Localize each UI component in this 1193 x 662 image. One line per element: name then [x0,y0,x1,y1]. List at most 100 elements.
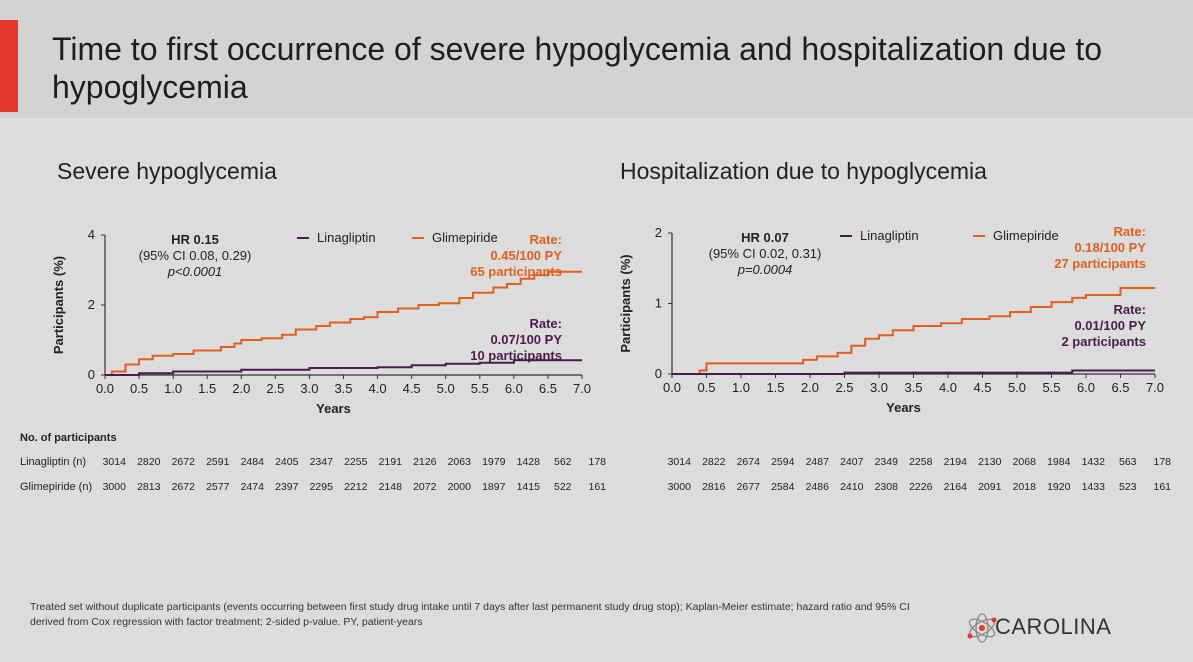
left-rate-glimepiride-line-3: 65 participants [470,264,562,279]
right-y-tick-label-2: 2 [655,225,662,240]
right-glimepiride-count-5: 2410 [840,481,864,493]
right-glimepiride-count-1: 2816 [702,481,726,493]
right-series-linagliptin [672,369,1155,375]
left-linagliptin-count-0: 3014 [102,456,126,468]
right-x-tick-label-1: 0.5 [697,380,715,395]
left-hr-p: p<0.0001 [167,264,223,279]
left-linagliptin-count-14: 178 [588,456,607,468]
left-rate-glimepiride-line-2: 0.45/100 PY [490,248,562,263]
right-linagliptin-count-11: 1984 [1047,456,1071,468]
left-rate-linagliptin-line-2: 0.07/100 PY [490,332,562,347]
left-linagliptin-count-13: 562 [553,456,572,468]
left-linagliptin-count-6: 2347 [309,456,333,468]
right-glimepiride-count-9: 2091 [978,481,1002,493]
right-glimepiride-count-13: 523 [1118,481,1137,493]
right-linagliptin-count-9: 2130 [978,456,1002,468]
right-glimepiride-count-0: 3000 [667,481,691,493]
right-x-tick-label-12: 6.0 [1077,380,1095,395]
left-linagliptin-count-1: 2820 [137,456,161,468]
right-hr-value: HR 0.07 [741,230,789,245]
right-rate-linagliptin-line-3: 2 participants [1061,334,1146,349]
right-linagliptin-count-13: 563 [1118,456,1137,468]
left-linagliptin-count-9: 2126 [413,456,437,468]
right-legend-glimepiride-label: Glimepiride [993,228,1059,243]
right-linagliptin-count-6: 2349 [874,456,898,468]
right-y-tick-label-0: 0 [655,366,662,381]
right-linagliptin-count-3: 2594 [771,456,795,468]
right-glimepiride-count-2: 2677 [736,481,760,493]
left-x-tick-label-7: 3.5 [334,381,352,396]
slide-title: Time to first occurrence of severe hypog… [52,31,1103,105]
left-y-tick-label-0: 0 [88,367,95,382]
left-x-tick-label-3: 1.5 [198,381,216,396]
left-series-linagliptin [105,359,582,376]
right-x-tick-label-10: 5.0 [1008,380,1026,395]
left-hr-value: HR 0.15 [171,232,219,247]
right-x-tick-label-13: 6.5 [1111,380,1129,395]
right-x-tick-label-14: 7.0 [1146,380,1164,395]
left-glimepiride-count-13: 522 [553,481,572,493]
right-series-glimepiride [672,286,1155,375]
right-glimepiride-count-8: 2164 [943,481,967,493]
right-hr-ci: (95% CI 0.02, 0.31) [709,246,822,261]
left-x-axis-label: Years [316,401,351,416]
left-chart-title: Severe hypoglycemia [57,158,277,184]
right-linagliptin-count-14: 178 [1153,456,1172,468]
left-glimepiride-counts: 3000 2813 2672 2577 2474 2397 2295 2212 2148 2072… [97,481,615,493]
left-linagliptin-count-11: 1979 [482,456,506,468]
left-x-tick-label-10: 5.0 [437,381,455,396]
left-glimepiride-count-7: 2212 [344,481,368,493]
left-linagliptin-counts: 3014 2820 2672 2591 2484 2405 2347 2255 2191 2126… [97,456,615,468]
left-legend-glimepiride-label: Glimepiride [432,230,498,245]
left-glimepiride-count-10: 2000 [447,481,471,493]
right-y-tick-label-1: 1 [655,296,662,311]
left-rate-linagliptin-line-1: Rate: [529,316,562,331]
left-linagliptin-count-3: 2591 [206,456,230,468]
right-x-tick-label-7: 3.5 [904,380,922,395]
right-glimepiride-counts: 3000 2816 2677 2584 2486 2410 2308 2226 2164 2091… [662,481,1180,493]
footnote: Treated set without duplicate participan… [30,601,910,628]
left-series-glimepiride [105,270,582,376]
left-x-tick-label-11: 5.5 [471,381,489,396]
table-glimepiride-label: Glimepiride (n) [20,481,93,493]
right-rate-linagliptin-line-1: Rate: [1113,302,1146,317]
atom-icon [967,613,997,643]
right-rate-glimepiride-line-3: 27 participants [1054,256,1146,271]
logo-text: CAROLINA [995,614,1112,639]
left-glimepiride-count-1: 2813 [137,481,161,493]
right-x-tick-label-3: 1.5 [766,380,784,395]
right-glimepiride-count-7: 2226 [909,481,933,493]
right-x-tick-label-6: 3.0 [870,380,888,395]
right-x-tick-label-0: 0.0 [663,380,681,395]
left-glimepiride-count-4: 2474 [240,481,264,493]
left-glimepiride-count-6: 2295 [309,481,333,493]
right-x-tick-label-2: 1.0 [732,380,750,395]
right-linagliptin-count-5: 2407 [840,456,864,468]
left-glimepiride-count-11: 1897 [482,481,506,493]
left-x-tick-label-12: 6.0 [505,381,523,396]
left-y-tick-label-2: 4 [88,227,95,242]
right-linagliptin-count-10: 2068 [1012,456,1036,468]
left-x-tick-label-13: 6.5 [539,381,557,396]
left-x-tick-label-14: 7.0 [573,381,591,396]
table-header: No. of participants [20,432,117,444]
left-glimepiride-count-14: 161 [588,481,607,493]
right-rate-glimepiride-line-2: 0.18/100 PY [1074,240,1146,255]
left-glimepiride-count-3: 2577 [206,481,230,493]
left-linagliptin-count-4: 2484 [240,456,264,468]
title-band [0,0,1193,118]
right-linagliptin-count-4: 2487 [805,456,829,468]
right-linagliptin-count-2: 2674 [736,456,760,468]
right-x-tick-label-5: 2.5 [835,380,853,395]
right-x-axis-label: Years [886,400,921,415]
right-legend-linagliptin-label: Linagliptin [860,228,919,243]
right-linagliptin-count-8: 2194 [943,456,967,468]
left-glimepiride-count-12: 1415 [516,481,540,493]
accent-bar [0,20,18,112]
left-y-tick-label-1: 2 [88,297,95,312]
left-glimepiride-count-8: 2148 [378,481,402,493]
right-glimepiride-count-11: 1920 [1047,481,1071,493]
right-glimepiride-count-14: 161 [1153,481,1172,493]
left-glimepiride-count-9: 2072 [413,481,437,493]
left-x-tick-label-5: 2.5 [266,381,284,396]
